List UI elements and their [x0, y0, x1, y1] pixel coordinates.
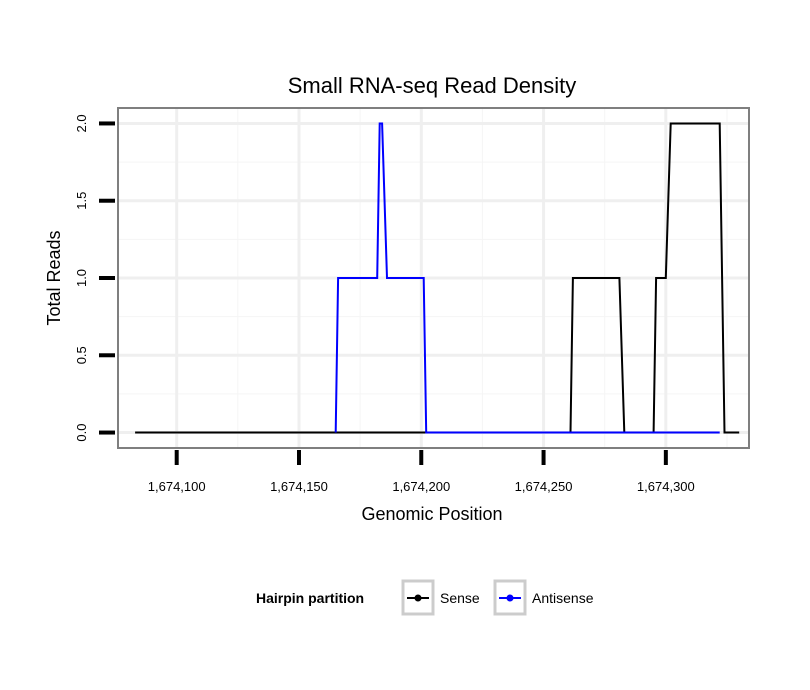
legend-item-sense: Sense — [401, 579, 480, 616]
x-axis-title: Genomic Position — [361, 504, 502, 524]
series-lines — [135, 122, 740, 434]
legend-key-point — [414, 594, 422, 602]
y-tick-label: 0.0 — [74, 424, 89, 442]
y-tick-label: 2.0 — [74, 114, 89, 132]
legend: Hairpin partition Sense Antisense — [256, 579, 594, 616]
y-tick-label: 1.0 — [74, 269, 89, 287]
legend-key-point — [506, 594, 514, 602]
legend-title: Hairpin partition — [256, 590, 364, 606]
plot-border — [117, 107, 750, 449]
y-tick-label: 1.5 — [74, 192, 89, 210]
x-tick-label: 1,674,100 — [148, 479, 206, 494]
legend-label: Antisense — [532, 590, 594, 606]
legend-item-antisense: Antisense — [493, 579, 594, 616]
x-tick-label: 1,674,200 — [392, 479, 450, 494]
x-tick-label: 1,674,250 — [515, 479, 573, 494]
x-tick-label: 1,674,150 — [270, 479, 328, 494]
axes: 1,674,100 1,674,150 1,674,200 1,674,250 1,67… — [74, 114, 695, 494]
chart-title: Small RNA-seq Read Density — [288, 73, 577, 98]
y-tick-label: 0.5 — [74, 346, 89, 364]
x-tick-label: 1,674,300 — [637, 479, 695, 494]
series-line-antisense — [334, 122, 720, 434]
y-axis-title: Total Reads — [44, 230, 64, 325]
legend-label: Sense — [440, 590, 480, 606]
series-line-sense — [135, 122, 740, 434]
